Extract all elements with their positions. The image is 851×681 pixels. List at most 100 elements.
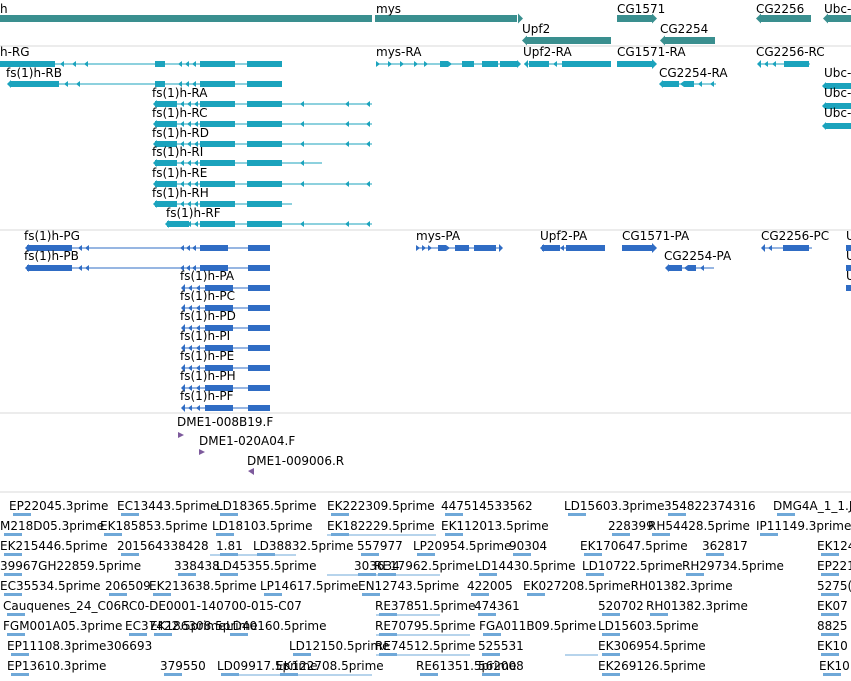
est-feature[interactable] [821, 633, 839, 636]
exon-block[interactable] [622, 245, 652, 251]
exon-block[interactable] [11, 81, 59, 87]
exon-block[interactable] [826, 103, 851, 109]
exon-block[interactable] [248, 365, 270, 371]
est-label[interactable]: 39967GH22859.5prime [0, 559, 141, 573]
exon-block[interactable] [200, 160, 235, 166]
est-label[interactable]: EP22045.3prime [9, 499, 108, 513]
est-label[interactable]: RH01382.3prime [646, 599, 748, 613]
est-feature[interactable] [264, 593, 282, 596]
est-label[interactable]: LD09917.5prime [217, 659, 318, 673]
est-feature[interactable] [478, 613, 496, 616]
est-label[interactable]: EK222309.5prime [327, 499, 435, 513]
exon-block[interactable] [617, 61, 652, 67]
est-label[interactable]: 520702 [598, 599, 644, 613]
est-feature[interactable] [513, 553, 531, 556]
exon-block[interactable] [248, 405, 270, 411]
est-feature[interactable] [4, 573, 22, 576]
est-label[interactable]: 206509 [105, 579, 151, 593]
est-label[interactable]: EC37422.5prime [125, 619, 226, 633]
exon-block[interactable] [846, 285, 851, 291]
est-label[interactable]: EK182229.5prime [327, 519, 435, 533]
est-feature[interactable] [293, 653, 311, 656]
protein-label[interactable]: fs(1)h-PA [180, 269, 235, 283]
est-label[interactable]: LD15603.5prime [598, 619, 699, 633]
protein-label[interactable]: fs(1)h-PD [180, 309, 236, 323]
exon-block[interactable] [784, 61, 809, 67]
transcript-label[interactable]: fs(1)h-RB [6, 66, 62, 80]
transcript-label[interactable]: Ubc- [824, 86, 851, 100]
est-label[interactable]: M218D05.3prime [0, 519, 104, 533]
protein-label[interactable]: Upf2-PA [540, 229, 588, 243]
est-feature[interactable] [602, 613, 620, 616]
exon-block[interactable] [826, 83, 851, 89]
est-feature[interactable] [220, 553, 238, 556]
protein-label[interactable]: CG1571-PA [622, 229, 690, 243]
exon-block[interactable] [155, 121, 177, 127]
est-feature[interactable] [109, 593, 127, 596]
gene-bar-h[interactable] [0, 15, 372, 22]
transcript-label[interactable]: fs(1)h-RH [152, 186, 209, 200]
est-label[interactable]: 5275( [817, 579, 851, 593]
est-feature[interactable] [220, 513, 238, 516]
exon-block[interactable] [826, 123, 851, 129]
bac-end-label[interactable]: DME1-008B19.F [177, 415, 273, 429]
est-feature[interactable] [602, 673, 620, 676]
exon-block[interactable] [688, 265, 696, 271]
est-feature[interactable] [471, 593, 489, 596]
bac-end-label[interactable]: DME1-020A04.F [199, 434, 295, 448]
est-feature[interactable] [379, 653, 397, 656]
est-feature[interactable] [4, 533, 22, 536]
est-label[interactable]: 303634 [354, 559, 400, 573]
est-feature[interactable] [482, 653, 500, 656]
exon-block[interactable] [663, 81, 679, 87]
est-label[interactable]: 228399 [608, 519, 654, 533]
protein-label[interactable]: CG2256-PC [761, 229, 829, 243]
est-label[interactable]: 8825 [817, 619, 848, 633]
est-feature[interactable] [13, 513, 31, 516]
est-feature[interactable] [221, 673, 239, 676]
gene-label-cg2254[interactable]: CG2254 [660, 22, 708, 36]
est-feature[interactable] [821, 593, 839, 596]
exon-block[interactable] [846, 265, 851, 271]
exon-block[interactable] [247, 160, 282, 166]
exon-block[interactable] [247, 181, 282, 187]
transcript-label[interactable]: CG1571-RA [617, 45, 686, 59]
est-feature[interactable] [586, 573, 604, 576]
est-label[interactable]: EC35534.5prime [0, 579, 101, 593]
est-label[interactable]: EK185853.5prime [100, 519, 208, 533]
exon-block[interactable] [529, 61, 549, 67]
est-label[interactable]: RE37851.5prime [375, 599, 476, 613]
est-label[interactable]: LD38832.5prime [253, 539, 354, 553]
exon-block[interactable] [200, 265, 228, 271]
est-feature[interactable] [417, 553, 435, 556]
exon-block[interactable] [783, 245, 809, 251]
est-feature[interactable] [527, 593, 545, 596]
gene-label-mys[interactable]: mys [376, 2, 401, 16]
est-feature[interactable] [230, 633, 248, 636]
exon-block[interactable] [205, 285, 233, 291]
gene-label-ubc[interactable]: Ubc- [824, 2, 851, 16]
exon-block[interactable] [846, 245, 851, 251]
transcript-label[interactable]: h-RG [0, 45, 30, 59]
est-feature[interactable] [154, 633, 172, 636]
est-label[interactable]: EK170647.5prime [580, 539, 688, 553]
est-label[interactable]: RE61351.5prime [416, 659, 517, 673]
gene-bar-cg1571[interactable] [617, 15, 652, 22]
est-label[interactable]: EK186308.5prime [150, 619, 258, 633]
est-feature[interactable] [216, 533, 234, 536]
est-label[interactable]: 447514533562 [441, 499, 533, 513]
est-feature[interactable] [178, 573, 196, 576]
est-label[interactable]: LD18103.5prime [212, 519, 313, 533]
est-feature[interactable] [11, 673, 29, 676]
exon-block[interactable] [155, 181, 177, 187]
gene-bar-cg2254[interactable] [665, 37, 715, 44]
exon-block[interactable] [248, 265, 270, 271]
exon-block[interactable] [200, 101, 235, 107]
est-feature[interactable] [668, 513, 686, 516]
est-label[interactable]: LD14430.5prime [475, 559, 576, 573]
est-label[interactable]: EK10 [817, 639, 848, 653]
est-label[interactable]: EK027208.5primeRH01382.3prime [523, 579, 733, 593]
protein-label[interactable]: fs(1)h-PF [180, 389, 234, 403]
est-feature[interactable] [823, 673, 841, 676]
